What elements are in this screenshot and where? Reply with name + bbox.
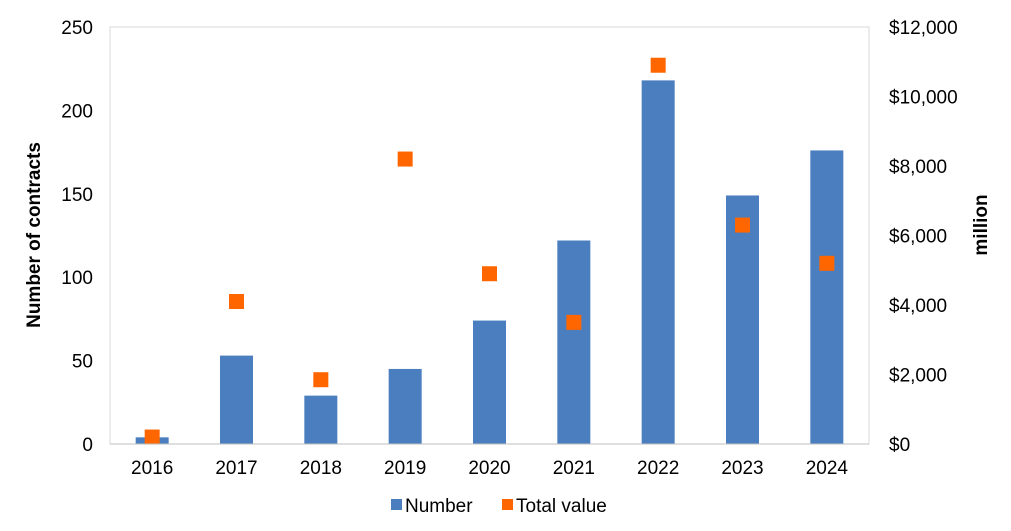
bar-2021 — [557, 240, 591, 444]
marker-2024 — [819, 255, 835, 271]
right-axis-ticks: $0 $2,000 $4,000 $6,000 $8,000 $10,000 $12,000 — [889, 18, 958, 456]
legend-label-total-value: Total value — [516, 496, 607, 517]
legend-swatch-number — [391, 499, 402, 510]
bar-2018 — [304, 395, 338, 444]
x-tick-label: 2019 — [384, 458, 426, 479]
bar-2023 — [726, 195, 759, 444]
bar-2022 — [641, 80, 675, 444]
marker-series-total-value — [144, 57, 835, 445]
x-tick-label: 2021 — [553, 458, 595, 479]
legend: Number Total value — [391, 496, 607, 517]
left-tick-label: 150 — [61, 185, 93, 206]
marker-2022 — [650, 57, 666, 73]
bar-2017 — [220, 355, 253, 444]
left-tick-label: 250 — [61, 18, 93, 39]
left-tick-label: 100 — [61, 268, 93, 289]
legend-swatch-total-value — [502, 499, 513, 510]
right-tick-label: $4,000 — [889, 296, 947, 317]
bar-2024 — [810, 150, 844, 444]
legend-label-number: Number — [405, 496, 473, 517]
marker-2020 — [482, 266, 497, 282]
marker-2021 — [566, 314, 582, 330]
marker-2018 — [313, 372, 329, 388]
left-tick-label: 50 — [72, 352, 93, 373]
right-tick-label: $0 — [889, 435, 910, 456]
x-tick-label: 2016 — [131, 458, 173, 479]
bar-series-number — [135, 80, 844, 444]
bar-2020 — [473, 320, 506, 444]
right-tick-label: $8,000 — [889, 157, 947, 178]
bar-2019 — [388, 368, 422, 444]
left-axis-title: Number of contracts — [24, 142, 45, 328]
x-tick-label: 2024 — [806, 458, 849, 479]
right-axis-title: million — [971, 194, 992, 255]
left-tick-label: 0 — [82, 435, 93, 456]
x-tick-label: 2020 — [468, 458, 510, 479]
left-tick-label: 200 — [61, 101, 93, 122]
x-tick-label: 2018 — [300, 458, 342, 479]
x-tick-label: 2023 — [721, 458, 763, 479]
x-axis-ticks: 2016 2017 2018 2019 2020 2021 2022 2023 2024 — [131, 458, 848, 479]
right-tick-label: $6,000 — [889, 227, 947, 248]
marker-2016 — [144, 429, 160, 445]
marker-2019 — [397, 151, 413, 167]
x-tick-label: 2022 — [637, 458, 679, 479]
right-tick-label: $2,000 — [889, 366, 947, 387]
right-tick-label: $10,000 — [889, 88, 958, 109]
left-axis-ticks: 0 50 100 150 200 250 — [61, 18, 93, 456]
marker-2017 — [229, 294, 244, 310]
marker-2023 — [735, 217, 750, 233]
right-tick-label: $12,000 — [889, 18, 958, 39]
x-tick-label: 2017 — [215, 458, 257, 479]
